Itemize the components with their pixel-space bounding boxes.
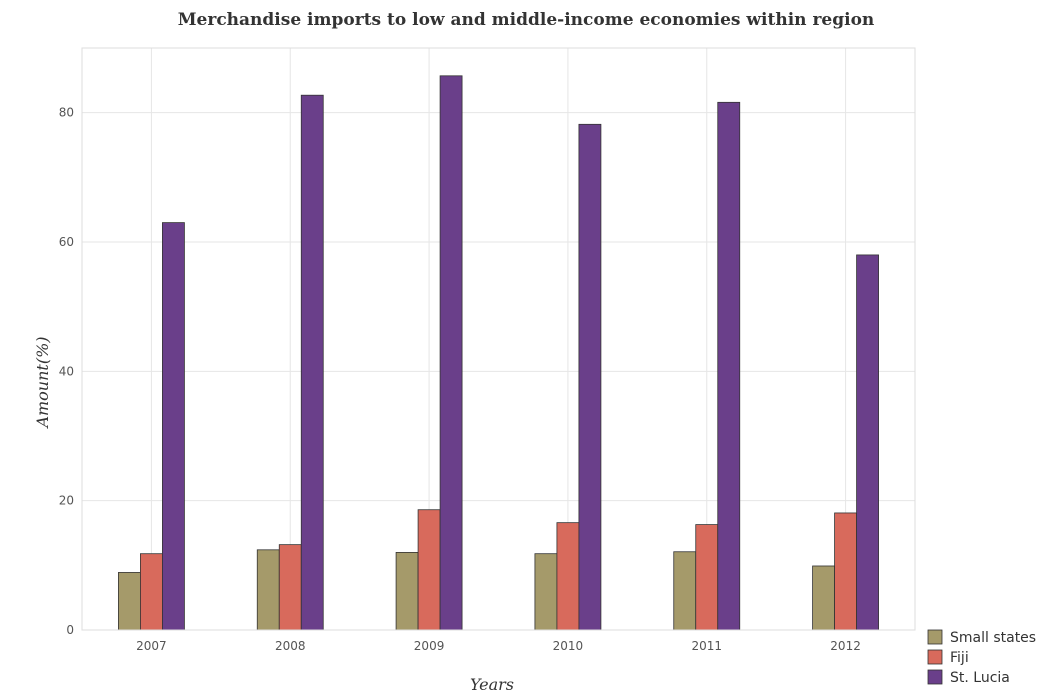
axes: 0 20 40 60 80 2007 2008 2009 2010 2011 2012	[59, 47, 916, 653]
legend-swatch	[927, 649, 943, 665]
legend-swatch	[927, 629, 943, 645]
bar-st-lucia-2012	[856, 254, 879, 631]
bar-small-states-2009	[395, 552, 419, 631]
x-tick-label: 2007	[136, 639, 167, 653]
y-tick-label: 60	[59, 235, 74, 249]
bar-fiji-2010	[556, 522, 580, 631]
x-tick-label: 2008	[275, 639, 306, 653]
grid-lines	[82, 48, 915, 631]
plot-frame	[81, 47, 916, 631]
y-axis-label: Amount(%)	[33, 336, 52, 429]
legend-label: Fiji	[950, 650, 969, 666]
bar-fiji-2008	[278, 544, 302, 631]
y-tick-label: 80	[59, 106, 74, 120]
x-tick-label: 2011	[691, 639, 722, 653]
legend-swatch	[927, 669, 943, 685]
bar-st-lucia-2010	[578, 123, 602, 631]
x-tick-label: 2010	[553, 639, 584, 653]
bar-small-states-2011	[673, 551, 697, 631]
chart-title: Merchandise imports to low and middle-in…	[178, 10, 875, 30]
legend-label: St. Lucia	[950, 670, 1010, 686]
x-tick-label: 2012	[830, 639, 861, 653]
x-tick-label: 2009	[414, 639, 445, 653]
bar-st-lucia-2008	[300, 94, 324, 631]
y-tick-label: 40	[59, 364, 74, 378]
bar-small-states-2012	[812, 565, 835, 631]
bar-fiji-2009	[417, 509, 441, 631]
bar-small-states-2007	[118, 572, 141, 631]
legend-label: Small states	[950, 630, 1036, 646]
bars	[118, 75, 879, 631]
bar-st-lucia-2011	[717, 101, 741, 631]
bar-fiji-2012	[834, 512, 857, 631]
y-tick-label: 20	[59, 494, 74, 508]
y-tick-label: 0	[66, 623, 74, 637]
bar-st-lucia-2007	[162, 222, 185, 631]
bar-small-states-2010	[534, 553, 558, 631]
bar-fiji-2011	[695, 524, 719, 631]
bar-small-states-2008	[256, 549, 280, 631]
bar-fiji-2007	[140, 553, 163, 631]
bar-st-lucia-2009	[439, 75, 463, 631]
x-axis-label: Years	[470, 675, 514, 694]
legend: Small states Fiji St. Lucia	[927, 629, 1036, 686]
